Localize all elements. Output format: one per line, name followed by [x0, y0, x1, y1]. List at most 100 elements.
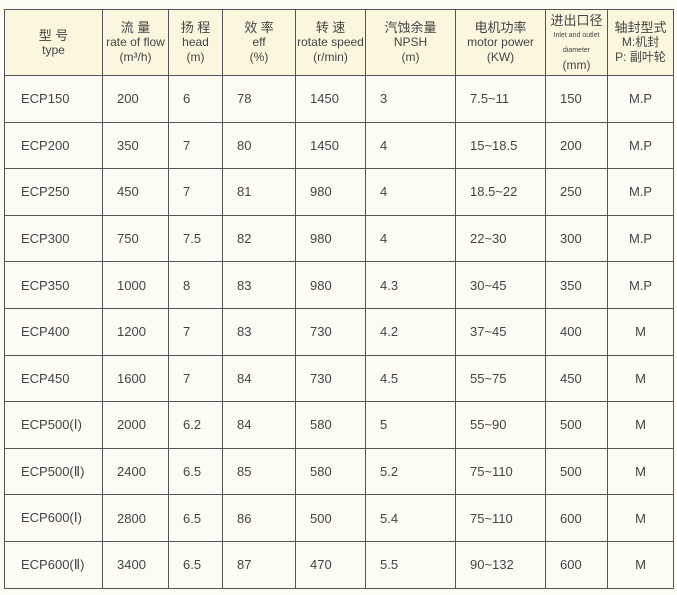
- cell-type: ECP500(Ⅰ): [4, 401, 103, 449]
- header-row: 型 号 type 流 量 rate of flow (m³/h) 扬 程 head (m) 效 …: [4, 9, 674, 76]
- cell-head: 6.2: [168, 401, 223, 449]
- cell-speed: 580: [295, 401, 366, 449]
- header-power-unit: (KW): [486, 50, 515, 64]
- header-flow-cn: 流 量: [120, 20, 151, 35]
- cell-speed: 730: [295, 307, 366, 356]
- header-type-en: type: [42, 42, 65, 57]
- header-head-unit: (m): [186, 50, 205, 64]
- cell-head: 7: [168, 354, 223, 403]
- cell-power: 75~110: [455, 447, 546, 496]
- cell-power: 37~45: [455, 307, 546, 356]
- cell-flow: 1000: [102, 261, 169, 309]
- cell-diameter: 300: [545, 214, 608, 263]
- cell-speed: 470: [295, 540, 366, 589]
- cell-npsh: 5.4: [365, 494, 456, 542]
- cell-power: 18.5~22: [455, 168, 546, 216]
- cell-eff: 85: [222, 447, 296, 496]
- cell-power: 30~45: [455, 261, 546, 309]
- table-row: ECP300 750 7.5 82 980 4 22~30 300 M.P: [4, 214, 674, 263]
- cell-npsh: 4: [365, 121, 456, 170]
- table-row: ECP600(Ⅱ) 3400 6.5 87 470 5.5 90~132 600 M: [4, 540, 674, 589]
- header-eff-cn: 效 率: [244, 20, 274, 35]
- cell-diameter: 150: [545, 75, 608, 123]
- header-diameter: 进出口径 Inlet and outlet diameter (mm): [545, 9, 608, 76]
- cell-type: ECP150: [4, 75, 103, 123]
- header-head-cn: 扬 程: [180, 20, 211, 35]
- cell-power: 22~30: [455, 214, 546, 263]
- header-npsh-unit: (m): [401, 50, 420, 64]
- cell-head: 6.5: [168, 540, 223, 589]
- cell-head: 6.5: [168, 447, 223, 496]
- cell-diameter: 600: [545, 494, 608, 542]
- cell-eff: 81: [222, 168, 296, 216]
- cell-eff: 78: [222, 75, 296, 123]
- header-type: 型 号 type: [4, 9, 103, 76]
- header-seal-en: M:机封: [621, 35, 660, 49]
- cell-speed: 1450: [295, 121, 366, 170]
- table-row: ECP600(Ⅰ) 2800 6.5 86 500 5.4 75~110 600 M: [4, 494, 674, 542]
- cell-eff: 83: [222, 261, 296, 309]
- cell-npsh: 5.2: [365, 447, 456, 496]
- cell-type: ECP600(Ⅰ): [4, 494, 103, 542]
- cell-diameter: 200: [545, 121, 608, 170]
- cell-speed: 730: [295, 354, 366, 403]
- cell-flow: 2800: [102, 494, 169, 542]
- table-row: ECP500(Ⅰ) 2000 6.2 84 580 5 55~90 500 M: [4, 401, 674, 449]
- header-flow-unit: (m³/h): [119, 50, 152, 64]
- cell-seal: M: [607, 494, 674, 542]
- cell-flow: 200: [102, 75, 169, 123]
- header-flow: 流 量 rate of flow (m³/h): [102, 9, 169, 76]
- header-eff-en: eff: [252, 35, 266, 49]
- cell-type: ECP250: [4, 168, 103, 216]
- cell-npsh: 5.5: [365, 540, 456, 589]
- cell-type: ECP400: [4, 307, 103, 356]
- header-npsh: 汽蚀余量 NPSH (m): [365, 9, 456, 76]
- cell-npsh: 3: [365, 75, 456, 123]
- header-power-en: motor power: [467, 35, 534, 49]
- cell-flow: 750: [102, 214, 169, 263]
- cell-npsh: 4.3: [365, 261, 456, 309]
- header-seal-unit: P: 副叶轮: [615, 50, 666, 64]
- header-speed-en: rotate speed: [297, 35, 364, 49]
- cell-power: 7.5~11: [455, 75, 546, 123]
- cell-power: 75~110: [455, 494, 546, 542]
- cell-seal: M: [607, 401, 674, 449]
- cell-speed: 980: [295, 214, 366, 263]
- cell-head: 6.5: [168, 494, 223, 542]
- cell-diameter: 350: [545, 261, 608, 309]
- cell-npsh: 4: [365, 168, 456, 216]
- cell-head: 7.5: [168, 214, 223, 263]
- cell-eff: 80: [222, 121, 296, 170]
- cell-type: ECP350: [4, 261, 103, 309]
- header-diameter-cn: 进出口径: [550, 12, 603, 28]
- cell-flow: 1600: [102, 354, 169, 403]
- header-head: 扬 程 head (m): [168, 9, 223, 76]
- cell-eff: 84: [222, 354, 296, 403]
- table-row: ECP150 200 6 78 1450 3 7.5~11 150 M.P: [4, 75, 674, 123]
- cell-eff: 84: [222, 401, 296, 449]
- cell-diameter: 450: [545, 354, 608, 403]
- table-row: ECP350 1000 8 83 980 4.3 30~45 350 M.P: [4, 261, 674, 309]
- header-power-cn: 电机功率: [474, 20, 527, 35]
- cell-speed: 580: [295, 447, 366, 496]
- cell-flow: 350: [102, 121, 169, 170]
- pump-spec-table: 型 号 type 流 量 rate of flow (m³/h) 扬 程 head (m) 效 …: [4, 9, 674, 589]
- cell-type: ECP450: [4, 354, 103, 403]
- cell-flow: 450: [102, 168, 169, 216]
- cell-eff: 82: [222, 214, 296, 263]
- header-diameter-unit: (mm): [562, 57, 591, 72]
- cell-diameter: 250: [545, 168, 608, 216]
- header-speed-cn: 转 速: [315, 20, 346, 35]
- table-row: ECP200 350 7 80 1450 4 15~18.5 200 M.P: [4, 121, 674, 170]
- cell-type: ECP200: [4, 121, 103, 170]
- table-row: ECP500(Ⅱ) 2400 6.5 85 580 5.2 75~110 500 M: [4, 447, 674, 496]
- header-npsh-cn: 汽蚀余量: [384, 20, 437, 35]
- cell-head: 7: [168, 168, 223, 216]
- cell-eff: 86: [222, 494, 296, 542]
- cell-seal: M: [607, 540, 674, 589]
- cell-speed: 980: [295, 168, 366, 216]
- header-eff: 效 率 eff (%): [222, 9, 296, 76]
- table-row: ECP250 450 7 81 980 4 18.5~22 250 M.P: [4, 168, 674, 216]
- cell-head: 6: [168, 75, 223, 123]
- cell-seal: M.P: [607, 168, 674, 216]
